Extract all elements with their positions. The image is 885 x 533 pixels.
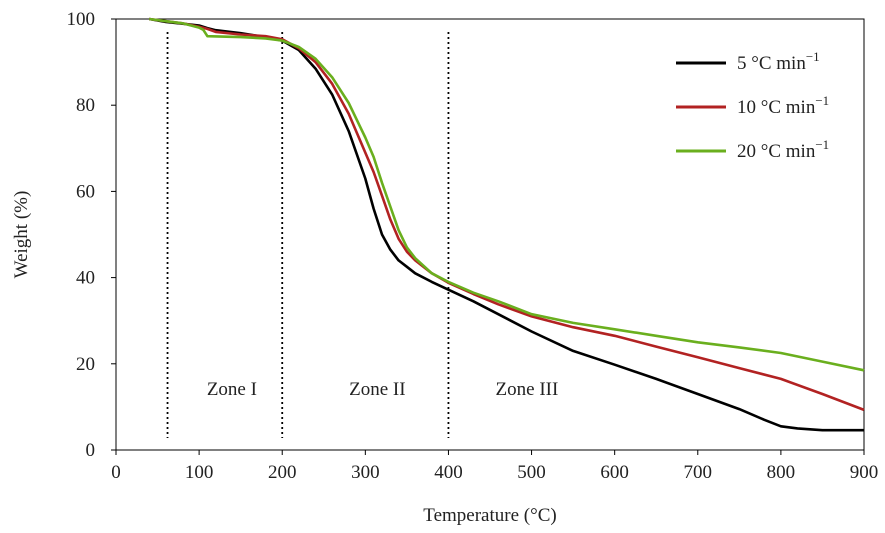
legend: 5 °C min−1 10 °C min−1 20 °C min−1 [676,49,829,162]
y-axis-title: Weight (%) [11,191,32,279]
series-lines [148,17,865,432]
y-tick-label-3: 60 [76,181,95,202]
x-tick-label-4: 400 [434,462,463,483]
y-tick-label-5: 100 [67,9,96,30]
y-tick-label-4: 80 [76,95,95,116]
zone-label-3: Zone III [496,379,559,400]
x-tick-label-0: 0 [111,462,121,483]
series-line-1 [148,17,864,432]
zone-label-1: Zone I [207,379,257,400]
y-tick-label-0: 0 [86,440,96,461]
legend-label-3: 20 °C min−1 [737,137,829,162]
zone-labels: Zone I Zone II Zone III [207,379,558,400]
legend-label-1: 5 °C min−1 [737,49,820,74]
zone-label-2: Zone II [349,379,405,400]
series-line-2 [149,17,865,412]
y-tick-label-2: 40 [76,268,95,289]
x-tick-label-2: 200 [268,462,297,483]
y-axis-ticks: 0 20 40 60 80 100 [67,9,116,461]
x-axis-title: Temperature (°C) [423,505,556,526]
x-tick-label-7: 700 [684,462,713,483]
plot-frame [115,18,865,451]
legend-label-2: 10 °C min−1 [737,93,829,118]
x-tick-label-8: 800 [767,462,796,483]
x-tick-label-1: 100 [185,462,214,483]
x-tick-label-9: 900 [850,462,879,483]
zone-boundaries [166,32,450,438]
x-tick-label-6: 600 [600,462,629,483]
plot-area [115,18,865,451]
y-tick-label-1: 20 [76,354,95,375]
x-tick-label-5: 500 [517,462,546,483]
x-tick-label-3: 300 [351,462,380,483]
x-axis-ticks: 0 100 200 300 400 500 600 700 800 900 [111,450,878,483]
series-line-3 [149,17,865,372]
